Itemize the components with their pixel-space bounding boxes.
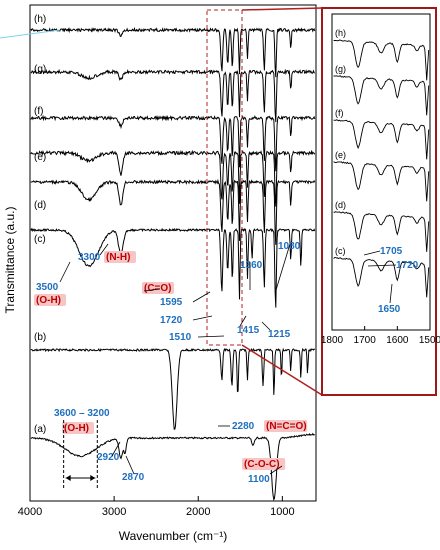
annotation-wavenumber: 2870: [122, 472, 145, 483]
x-tick-label: 3000: [102, 506, 126, 518]
inset-tick-label: 1600: [386, 335, 409, 346]
annotation-wavenumber: 3600 – 3200: [54, 408, 110, 419]
inset-series-label: (c): [335, 246, 346, 256]
inset-plot-frame: [331, 13, 431, 331]
inset-connector-bottom: [241, 344, 323, 396]
annotation-wavenumber: 1360: [240, 260, 263, 271]
inset-annotation: 1720: [396, 260, 419, 271]
inset-spectrum-line: [333, 257, 430, 298]
annotation-group-label: (C=O): [144, 283, 172, 294]
annotation-wavenumber: 1595: [160, 297, 183, 308]
annotations-group: 3300350015951720151014151360108012152280…: [34, 241, 308, 488]
annotation-leader: [59, 261, 71, 283]
y-axis-label: Transmittance (a.u.): [3, 207, 17, 314]
x-axis: 4000 3000 2000 1000: [18, 496, 295, 518]
inset-leader: [367, 264, 397, 267]
series-labels: (a) (b) (c) (d) (e) (f) (g) (h): [34, 14, 46, 435]
annotation-leader: [261, 321, 271, 331]
inset-spectrum-line: [333, 161, 430, 202]
x-axis-label: Wavenumber (cm⁻¹): [119, 529, 228, 543]
inset-spectrum-line: [333, 119, 430, 160]
series-label: (h): [34, 14, 46, 25]
inset-annotation: 1650: [378, 304, 401, 315]
inset-spectra-group: [333, 39, 430, 298]
inset-annotation: 1705: [380, 246, 403, 257]
annotation-wavenumber: 1510: [169, 332, 192, 343]
annotation-highlight: [242, 458, 286, 470]
annotation-highlight: [142, 282, 174, 294]
inset-series-label: (d): [335, 200, 346, 210]
annotation-leader: [192, 291, 211, 303]
inset-series-label: (f): [335, 108, 344, 118]
annotation-wavenumber: 1215: [268, 329, 291, 340]
inset-annotations: 1705 1720 1650: [363, 246, 419, 315]
annotation-wavenumber: 1100: [248, 474, 270, 485]
inset-leader: [363, 250, 381, 256]
cyan-stray-line: [0, 29, 61, 39]
inset-series-label: (h): [335, 28, 346, 38]
inset-spectrum-line: [333, 75, 430, 116]
spectrum-line: [30, 178, 316, 245]
annotation-wavenumber: 3300: [78, 252, 101, 263]
spectrum-line: [30, 347, 316, 430]
spectra-group: [30, 26, 316, 501]
x-tick-label: 1000: [270, 506, 294, 518]
inset-labels: (h) (g) (f) (e) (d) (c): [335, 28, 346, 256]
spectrum-line: [30, 432, 315, 501]
highlight-region-box: [206, 9, 243, 346]
x-tick-label: 2000: [186, 506, 210, 518]
annotation-leader: [111, 441, 121, 457]
annotation-highlight: [62, 422, 94, 434]
annotation-group-label: (N-H): [106, 252, 130, 263]
annotation-leader: [275, 243, 291, 291]
annotation-wavenumber: 1720: [160, 315, 183, 326]
range-arrow-head: [65, 475, 71, 481]
inset-tick-label: 1500: [419, 335, 440, 346]
annotation-leader: [143, 288, 161, 292]
annotation-group-label: (N=C=O): [266, 421, 307, 432]
x-tick-label: 4000: [18, 506, 42, 518]
annotation-leader: [269, 465, 283, 475]
series-label: (d): [34, 200, 46, 211]
spectrum-line: [30, 26, 316, 78]
inset-leader: [389, 283, 393, 304]
spectrum-line: [30, 149, 316, 207]
spectrum-line: [30, 68, 315, 123]
series-label: (f): [34, 106, 43, 117]
annotation-group-label: (C-O-C): [244, 459, 280, 470]
annotation-highlight: [264, 420, 308, 432]
spectrum-line: [30, 227, 316, 308]
main-plot-frame: [29, 4, 317, 502]
annotation-group-label: (O-H): [64, 423, 89, 434]
inset-connector-top: [241, 7, 323, 11]
inset-series-label: (g): [335, 64, 346, 74]
annotation-wavenumber: 2280: [232, 421, 255, 432]
annotation-leader: [125, 455, 135, 475]
spectrum-line: [30, 114, 316, 172]
annotation-leader: [239, 315, 247, 327]
annotation-highlight: [34, 294, 66, 306]
series-label: (e): [34, 152, 46, 163]
series-label: (b): [34, 332, 46, 343]
series-label: (g): [34, 64, 46, 75]
annotation-wavenumber: 1415: [237, 325, 260, 336]
annotation-leader: [197, 335, 225, 338]
inset-tick-label: 1800: [321, 335, 344, 346]
annotation-wavenumber: 3500: [36, 282, 59, 293]
series-label: (c): [34, 234, 46, 245]
inset-outer-frame: [321, 7, 437, 396]
inset-tick-label: 1700: [354, 335, 377, 346]
inset-spectrum-line: [333, 39, 430, 81]
annotation-highlight: [104, 251, 136, 263]
annotation-wavenumber: 2920: [97, 452, 120, 463]
range-arrow-head: [90, 475, 96, 481]
annotation-group-label: (O-H): [36, 295, 61, 306]
inset-spectrum-line: [333, 211, 430, 252]
series-label: (a): [34, 424, 46, 435]
inset-x-axis: 1800 1700 1600 1500: [321, 326, 440, 346]
annotation-leader: [99, 243, 109, 256]
inset-series-label: (e): [335, 150, 346, 160]
annotation-leader: [192, 315, 213, 321]
